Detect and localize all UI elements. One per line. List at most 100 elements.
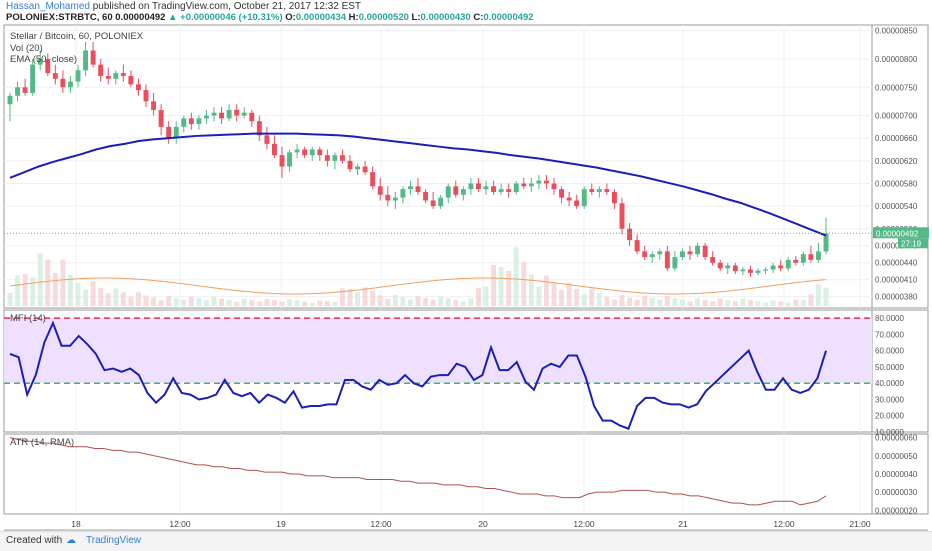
candle-body [460,189,466,195]
candle-body [657,251,663,255]
candle-body [778,265,784,269]
candle-body [173,126,179,139]
volume-bar [627,297,633,306]
volume-bar [309,302,315,306]
volume-bar [785,302,791,306]
mfi-tick-label: 80.0000 [875,314,904,323]
high-value: 0.00000520 [358,12,409,23]
candle-body [506,189,512,192]
volume-bar [173,298,179,306]
volume-bar [120,292,126,306]
candle-body [747,269,753,273]
volume-bar [483,286,489,306]
candle-body [453,186,459,195]
volume-bar [60,259,66,306]
volume-bar [559,289,565,306]
atr-tick-label: 0.00000020 [875,506,918,515]
volume-bar [589,288,595,306]
candle-body [491,186,497,192]
volume-ma-line [9,277,827,295]
candle-body [264,135,270,144]
candle-body [596,189,602,192]
candle-body [203,115,209,119]
price-tick-label: 0.00000800 [875,55,918,64]
candle-body [347,160,353,170]
volume-bar [407,299,413,306]
mfi-legend: MFI (14) [10,313,46,324]
open-label: O: [285,12,296,23]
volume-bar [551,283,557,306]
candle-body [370,172,376,187]
candle-body [128,75,134,85]
volume-bar [7,293,13,306]
mfi-tick-label: 30.0000 [875,395,904,404]
volume-bar [249,300,255,306]
low-value: 0.00000430 [420,12,471,23]
volume-bar [279,301,285,306]
author-link[interactable]: Hassan_Mohamed [6,1,90,12]
candle-body [30,64,36,93]
candle-body [483,186,489,190]
volume-bar [687,301,693,306]
volume-bar [755,301,761,306]
candle-body [332,155,338,161]
candle-body [287,152,293,167]
x-tick-label: 21 [678,519,688,529]
volume-bar [521,261,527,306]
candle-body [22,87,28,93]
footer: Created with ☁ TradingView [0,531,932,551]
x-tick-label: 20 [478,519,488,529]
candle-body [271,143,277,156]
candle-body [362,166,368,173]
candle-body [581,189,587,207]
volume-bar [45,259,51,306]
candle-body [619,203,625,229]
candle-body [559,189,565,198]
candle-body [234,109,240,116]
volume-bar [649,297,655,306]
volume-bar [672,298,678,306]
candle-body [98,64,104,76]
candle-body [438,197,444,207]
candle-body [445,186,451,198]
candle-body [105,75,111,79]
footer-brand[interactable]: TradingView [86,535,142,546]
atr-tick-label: 0.00000060 [875,434,918,443]
volume-bar [604,296,610,306]
ema-legend: EMA (50, close) [10,54,78,65]
mfi-band [4,318,872,384]
candle-body [392,197,398,201]
publish-header: Hassan_Mohamed published on TradingView.… [6,1,361,12]
x-tick-label: 12:00 [773,519,795,529]
open-value: 0.00000434 [295,12,347,23]
candle-body [302,149,308,156]
candle-body [317,149,323,156]
volume-bar [98,287,104,306]
volume-bar [506,270,512,306]
volume-bar [294,300,300,306]
candle-body [219,112,225,119]
volume-bar [332,301,338,306]
volume-bar [475,287,481,306]
mfi-tick-label: 50.0000 [875,363,904,372]
candle-body [589,189,595,192]
price-label: 0.00000492 [115,12,166,23]
candle-body [83,50,89,71]
price-tick-label: 0.00000540 [875,202,918,211]
volume-bar [385,298,391,306]
volume-bar [241,298,247,306]
candle-body [536,180,542,184]
candle-body [309,149,315,156]
volume-bar [324,300,330,306]
candle-body [498,189,504,192]
volume-bar [710,301,716,306]
candle-body [256,121,262,136]
price-tick-label: 0.00000470 [875,242,918,251]
volume-bar [513,247,519,306]
candle-body [710,257,716,263]
volume-bar [747,300,753,306]
volume-bar [219,298,225,306]
volume-bar [536,286,542,306]
candle-body [800,254,806,263]
